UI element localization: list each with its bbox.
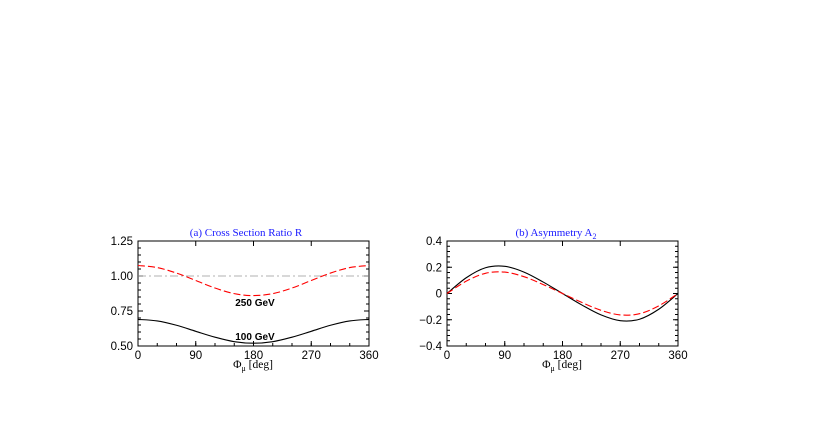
x-tick-label: 360 [668,350,687,362]
x-tick-label: 180 [553,350,572,362]
series-line-1 [446,271,679,316]
x-tick-label: 180 [244,350,263,362]
y-tick-label: 0.2 [426,262,442,274]
panel-a-frame [137,240,370,347]
y-tick-label: −0.4 [419,341,442,353]
panel-a-title: (a) Cross Section Ratio R [190,227,303,239]
panel-a-xlabel: Φμ [deg] [233,359,273,373]
x-tick-label: 0 [135,350,141,362]
y-tick-label: 1.00 [111,271,133,283]
series-line-250-gev [137,264,370,297]
x-tick-label: 0 [444,350,450,362]
panel-b-xlabel: Φμ [deg] [542,359,582,373]
panel-b: (b) Asymmetry A2 0 90 180 270 360 −0.4 −0.2 0 0.… [419,227,687,373]
y-tick-label: 0.4 [426,236,443,248]
x-tick-label: 270 [611,350,630,362]
y-tick-label: 1.25 [111,236,133,248]
series-line-100-gev [137,318,370,344]
y-tick-label: 0.75 [111,306,133,318]
label-250-gev: 250 GeV [235,298,275,309]
x-tick-label: 270 [302,350,321,362]
panel-b-title: (b) Asymmetry A2 [516,227,597,241]
x-tick-label: 90 [498,350,511,362]
y-tick-label: 0 [436,289,442,301]
panel-a: (a) Cross Section Ratio R 0 90 180 270 360 0.… [111,227,379,373]
y-tick-label: −0.2 [419,315,442,327]
label-100-gev: 100 GeV [235,332,275,343]
y-tick-label: 0.50 [111,341,133,353]
x-tick-label: 90 [189,350,202,362]
x-tick-label: 360 [359,350,378,362]
